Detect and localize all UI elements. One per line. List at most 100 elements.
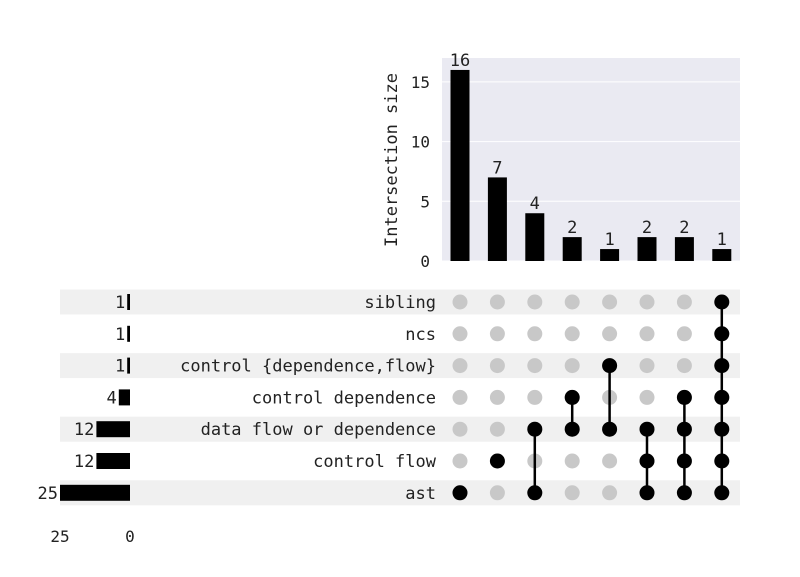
intersection-bar-label: 2	[679, 218, 689, 238]
matrix-dot-inactive	[676, 326, 692, 342]
y-axis-label: Intersection size	[382, 73, 402, 247]
matrix-dot-active	[676, 421, 692, 437]
set-size-axis-ticks: 25 0	[50, 527, 134, 546]
intersection-bar-label: 16	[450, 51, 470, 71]
matrix-dot-active	[639, 485, 655, 501]
matrix-dot-inactive	[602, 294, 618, 310]
y-tick-label: 10	[411, 133, 430, 152]
matrix-dot-inactive	[489, 389, 505, 405]
matrix-dot-active	[714, 421, 730, 437]
set-size-bar	[127, 357, 130, 374]
intersection-bar	[674, 237, 694, 261]
matrix-dot-inactive	[564, 326, 580, 342]
matrix-dot-inactive	[527, 294, 543, 310]
matrix-dot-active	[676, 485, 692, 501]
set-size-label: 12	[74, 420, 94, 440]
set-label: control dependence	[252, 388, 436, 408]
matrix-dot-active	[452, 485, 468, 501]
matrix-dot-inactive	[489, 485, 505, 501]
matrix-dot-inactive	[602, 453, 618, 469]
set-size-bar	[96, 453, 130, 469]
intersection-plot-background	[442, 58, 740, 261]
set-size-bar	[60, 484, 130, 501]
set-size-label: 1	[115, 357, 125, 377]
matrix-dot-active	[527, 421, 543, 437]
set-size-bar	[118, 389, 130, 406]
matrix-dot-inactive	[452, 421, 468, 437]
row-shade	[60, 353, 740, 379]
intersection-bar	[525, 213, 545, 261]
set-size-bars	[60, 294, 130, 501]
matrix-dot-inactive	[564, 358, 580, 374]
set-label: control flow	[313, 452, 437, 472]
matrix-dot-inactive	[564, 453, 580, 469]
matrix-dot-inactive	[676, 358, 692, 374]
matrix-dot-active	[714, 485, 730, 501]
matrix-dot-active	[639, 453, 655, 469]
matrix-dot-active	[602, 358, 618, 374]
intersection-bar	[450, 69, 470, 261]
set-label: ast	[405, 484, 436, 504]
matrix-dot-inactive	[452, 358, 468, 374]
matrix-dot-active	[602, 421, 618, 437]
matrix-row-shading	[60, 289, 740, 506]
matrix-dot-active	[564, 421, 580, 437]
intersection-bar	[637, 237, 657, 261]
set-size-labels: 1 1 1 4 12 12 25	[38, 293, 126, 504]
matrix-dot-inactive	[489, 421, 505, 437]
matrix-dot-active	[676, 453, 692, 469]
intersection-bar	[600, 249, 620, 261]
matrix-dot-active	[527, 485, 543, 501]
matrix-dot-inactive	[452, 294, 468, 310]
matrix-dot-inactive	[452, 326, 468, 342]
matrix-dot-active	[564, 389, 580, 405]
matrix-dot-inactive	[489, 326, 505, 342]
matrix-dot-inactive	[676, 294, 692, 310]
matrix-dot-inactive	[452, 389, 468, 405]
set-size-tick-label: 25	[50, 527, 69, 546]
set-label: control {dependence,flow}	[180, 357, 436, 377]
matrix-dot-inactive	[602, 326, 618, 342]
row-shade	[60, 480, 740, 506]
matrix-dot-inactive	[489, 358, 505, 374]
matrix-dot-inactive	[639, 326, 655, 342]
row-shade	[60, 416, 740, 442]
matrix-dot-inactive	[452, 453, 468, 469]
set-label: ncs	[405, 325, 436, 345]
matrix-dot-active	[714, 358, 730, 374]
matrix-dot-active	[714, 326, 730, 342]
y-tick-label: 15	[411, 73, 430, 92]
intersection-bar	[487, 177, 507, 261]
matrix-dot-active	[714, 453, 730, 469]
intersection-bar-label: 1	[604, 230, 614, 250]
set-label: sibling	[364, 293, 436, 313]
matrix-dot-inactive	[527, 326, 543, 342]
matrix-dot-inactive	[489, 294, 505, 310]
intersection-bar-label: 4	[530, 194, 540, 214]
matrix-dot-inactive	[564, 294, 580, 310]
set-size-bar	[96, 421, 130, 438]
intersection-bar	[562, 237, 582, 261]
set-size-tick-label: 0	[125, 527, 135, 546]
intersection-bar	[712, 249, 732, 261]
set-size-label: 4	[107, 388, 117, 408]
intersection-bar-labels: 16 7 4 2 1 2 2 1	[450, 51, 727, 250]
set-size-bar	[127, 325, 130, 342]
y-tick-label: 5	[420, 192, 430, 211]
matrix-dot-inactive	[639, 358, 655, 374]
set-size-label: 12	[74, 452, 94, 472]
intersection-bar-label: 7	[492, 158, 502, 178]
intersection-bar-label: 2	[642, 218, 652, 238]
intersection-y-ticks: 0 5 10 15	[411, 73, 430, 271]
set-label: data flow or dependence	[201, 420, 436, 440]
set-size-bar	[127, 294, 130, 310]
set-size-label: 1	[115, 325, 125, 345]
intersection-bar-label: 1	[717, 230, 727, 250]
y-tick-label: 0	[420, 252, 430, 271]
matrix-dot-inactive	[527, 358, 543, 374]
matrix-dot-inactive	[639, 389, 655, 405]
matrix-dot-inactive	[527, 389, 543, 405]
matrix-dot-inactive	[602, 485, 618, 501]
matrix-dot-active	[489, 453, 505, 469]
